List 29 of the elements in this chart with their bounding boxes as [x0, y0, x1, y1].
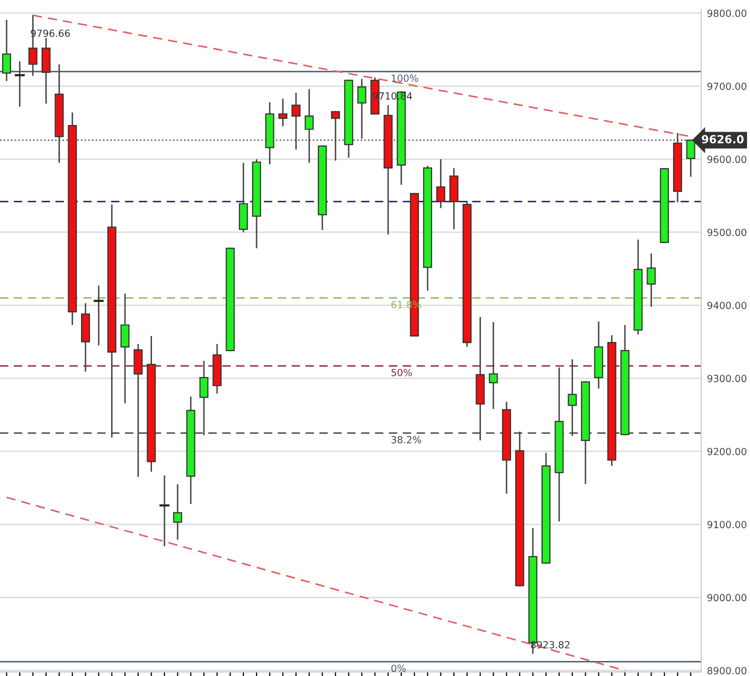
y-tick-label: 9000.00 [707, 594, 746, 602]
y-tick-label: 9200.00 [707, 448, 746, 456]
y-tick-label: 8900.00 [707, 666, 746, 674]
y-tick-label: 9500.00 [707, 228, 746, 236]
annotation: 50% [392, 368, 412, 376]
y-tick-label: 9300.00 [707, 374, 746, 382]
candlestick [357, 78, 366, 139]
candlestick [120, 294, 130, 404]
y-tick-label: 9800.00 [707, 10, 746, 17]
candlestick [304, 89, 314, 163]
candlestick [488, 322, 498, 409]
annotation: 100% [392, 74, 418, 82]
candlestick [94, 286, 104, 346]
candlestick [646, 253, 656, 307]
candlestick [14, 61, 25, 107]
y-tick-label: 9400.00 [707, 302, 746, 310]
y-tick-label: 9100.00 [707, 520, 746, 528]
candlestick [292, 92, 301, 150]
candlestick [278, 98, 288, 126]
candlestick [330, 111, 340, 161]
candlestick [159, 476, 170, 546]
ref-line-label: 9626.0 [702, 135, 744, 144]
candlestick [2, 20, 12, 82]
candlestick [173, 484, 182, 540]
y-tick-label: 9700.00 [707, 82, 746, 90]
annotation: 0% [391, 664, 406, 672]
y-tick-label: 9600.00 [707, 156, 746, 164]
annotation: 38.2% [391, 436, 422, 444]
candlestick [436, 159, 446, 208]
